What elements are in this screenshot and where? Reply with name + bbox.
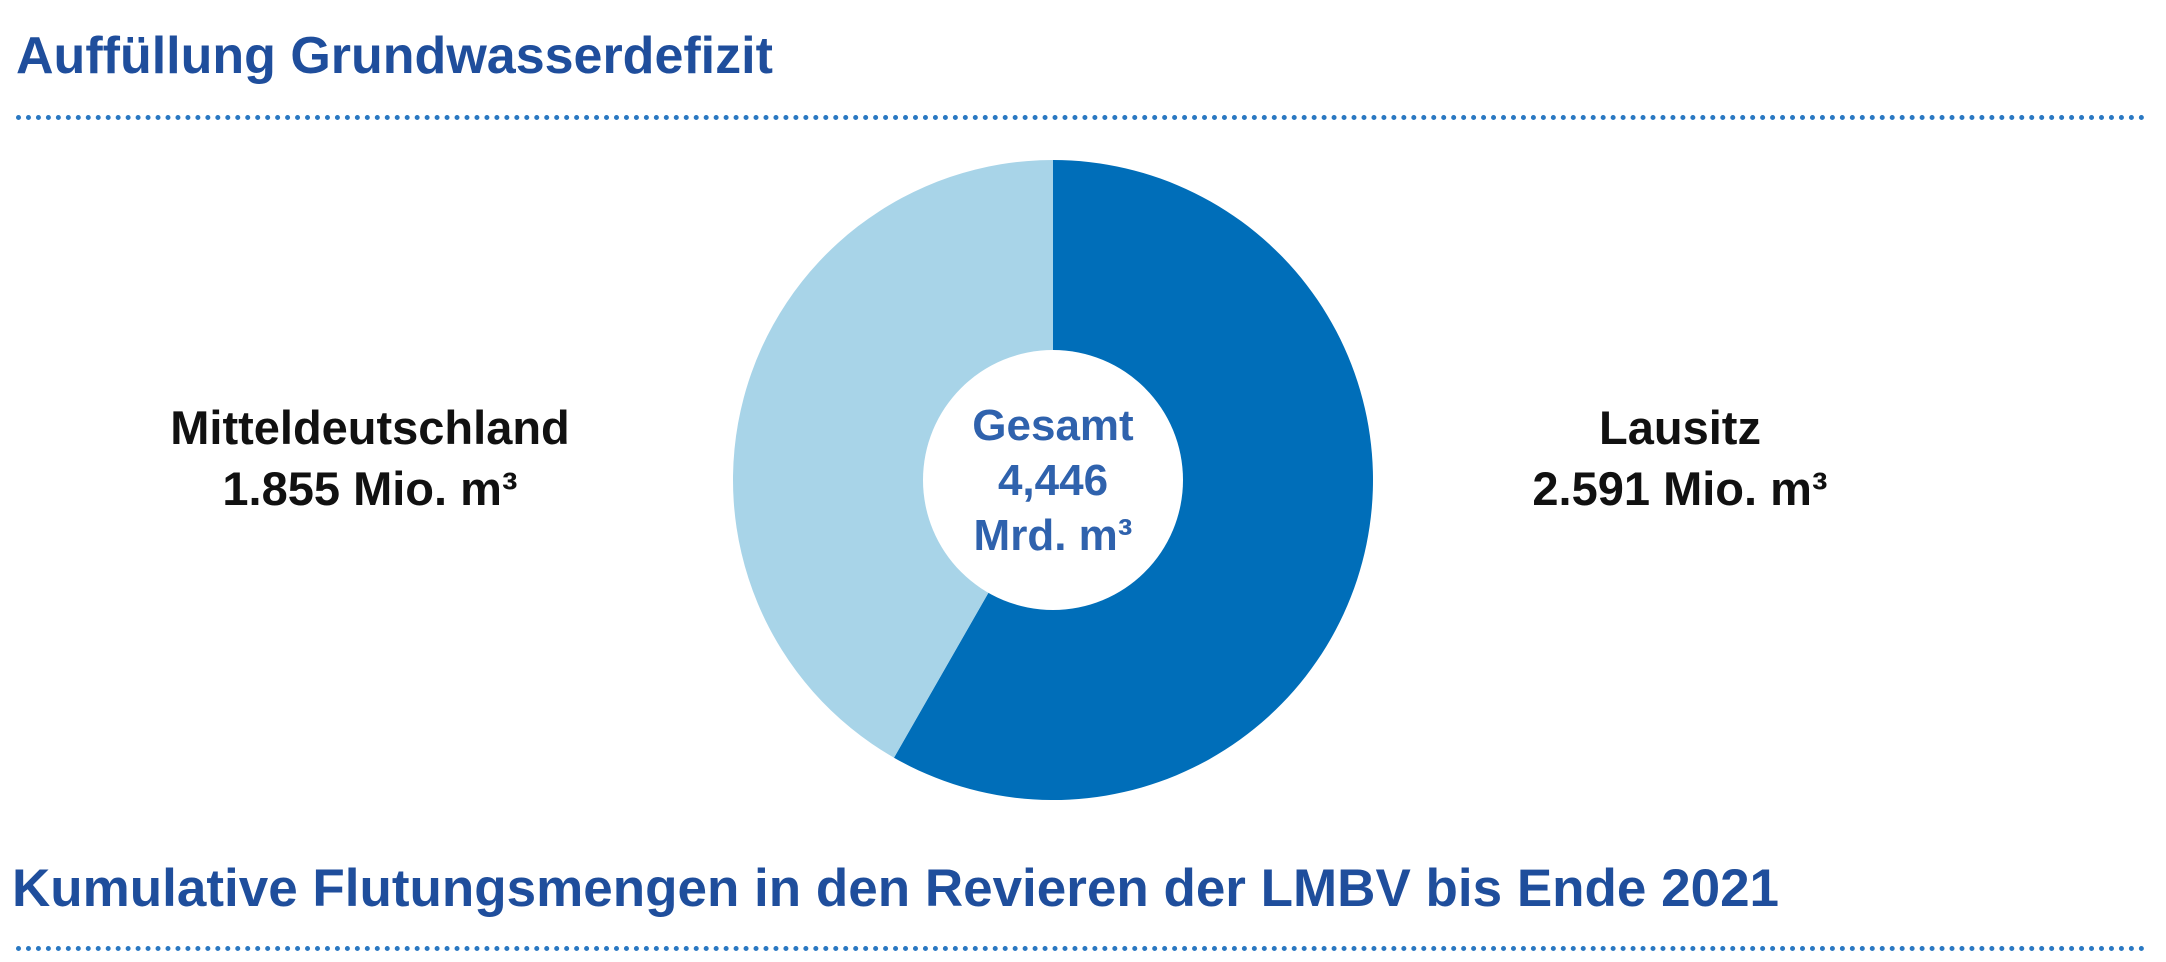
chart-title: Auffüllung Grundwasserdefizit bbox=[16, 27, 773, 85]
pie-slice-mitteldeutschland bbox=[732, 160, 1053, 758]
slice-value-lausitz: 2.591 Mio. m³ bbox=[1532, 462, 1828, 515]
slice-name-mitteldeutschland: Mitteldeutschland bbox=[170, 401, 570, 454]
slice-name-lausitz: Lausitz bbox=[1599, 401, 1761, 454]
section-title: Kumulative Flutungsmengen in den Reviere… bbox=[12, 859, 1780, 918]
center-label-title: Gesamt bbox=[972, 401, 1134, 450]
bottom-divider bbox=[16, 946, 2146, 951]
donut-hole bbox=[923, 350, 1183, 610]
slice-label-mitteldeutschland: Mitteldeutschland 1.855 Mio. m³ bbox=[130, 397, 610, 519]
slice-value-mitteldeutschland: 1.855 Mio. m³ bbox=[222, 462, 518, 515]
center-label-value: 4,446 bbox=[998, 456, 1108, 505]
center-label-unit: Mrd. m³ bbox=[974, 511, 1133, 560]
top-divider bbox=[16, 115, 2146, 120]
slice-label-lausitz: Lausitz 2.591 Mio. m³ bbox=[1440, 397, 1920, 519]
